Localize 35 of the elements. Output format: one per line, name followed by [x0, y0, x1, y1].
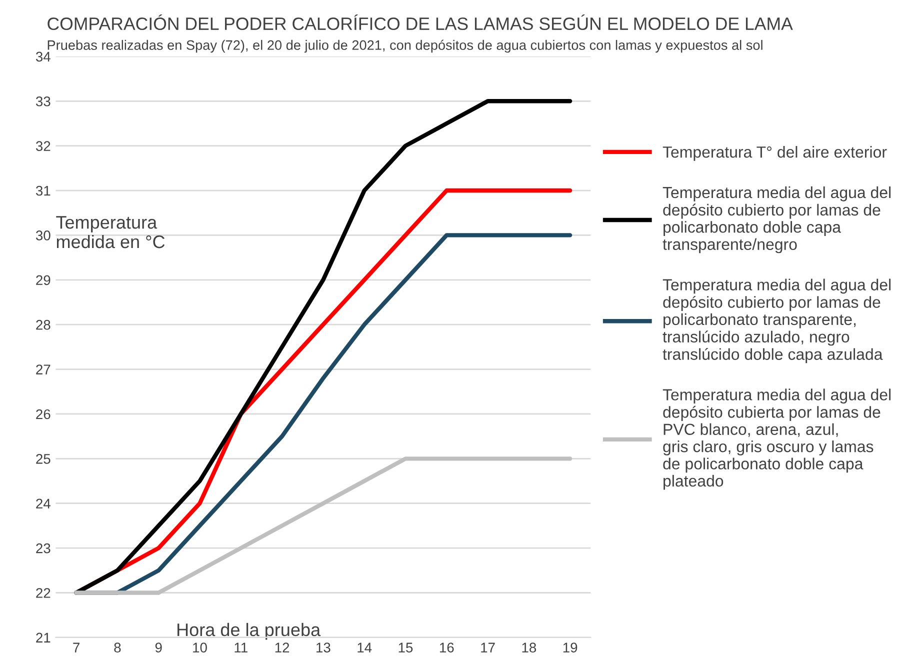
x-tick-label: 10 — [193, 642, 207, 653]
y-tick-label: 29 — [36, 275, 50, 286]
legend-label: Temperatura T° del aire exterior — [662, 146, 887, 161]
y-tick-label: 22 — [36, 588, 50, 598]
y-tick-label: 32 — [36, 141, 50, 151]
legend-label: Temperatura media del agua del depósito cubierto por lamas de policarbonato transparente, translúcido azulado, negro translúcido doble capa azulada — [662, 278, 891, 364]
y-tick-label: 33 — [36, 96, 50, 106]
y-tick-label: 31 — [36, 186, 50, 196]
y-tick-label: 28 — [36, 320, 50, 330]
x-tick-label: 19 — [563, 642, 578, 653]
legend-label: Temperatura media del agua del depósito cubierta por lamas de PVC blanco, arena, azul, gris claro, gris oscuro y lamas de policarbonato doble capa plateado — [662, 388, 891, 490]
y-tick-label: 26 — [36, 409, 50, 420]
chart-title: COMPARACIÓN DEL PODER CALORÍFICO DE LAS LAMAS SEGÚN EL MODELO DE LAMA — [48, 14, 793, 30]
y-tick-label: 23 — [36, 543, 50, 554]
y-tick-label: 25 — [36, 454, 50, 464]
x-tick-label: 15 — [398, 642, 413, 653]
y-axis-title: Temperatura medida en °C — [56, 216, 165, 248]
x-tick-label: 8 — [114, 642, 121, 653]
y-tick-label: 21 — [36, 632, 50, 642]
x-tick-label: 11 — [234, 642, 248, 652]
x-tick-label: 17 — [481, 642, 495, 652]
chart-subtitle: Pruebas realizadas en Spay (72), el 20 de julio de 2021, con depósitos de agua cubiertos con lamas y expuestos al sol — [48, 40, 762, 53]
x-axis-title: Hora de la prueba — [178, 622, 321, 640]
x-tick-label: 7 — [73, 642, 80, 652]
y-tick-label: 34 — [36, 52, 50, 62]
y-tick-label: 30 — [36, 230, 50, 240]
x-tick-label: 9 — [155, 642, 162, 653]
x-tick-label: 13 — [316, 642, 330, 653]
x-tick-label: 12 — [275, 642, 290, 652]
x-tick-label: 16 — [440, 642, 454, 653]
legend-label: Temperatura media del agua del depósito cubierto por lamas de policarbonato doble capa transparente/negro — [662, 186, 891, 254]
y-tick-label: 27 — [36, 364, 50, 374]
y-tick-label: 24 — [36, 498, 50, 508]
x-tick-label: 14 — [358, 642, 372, 652]
x-tick-label: 18 — [522, 642, 536, 653]
